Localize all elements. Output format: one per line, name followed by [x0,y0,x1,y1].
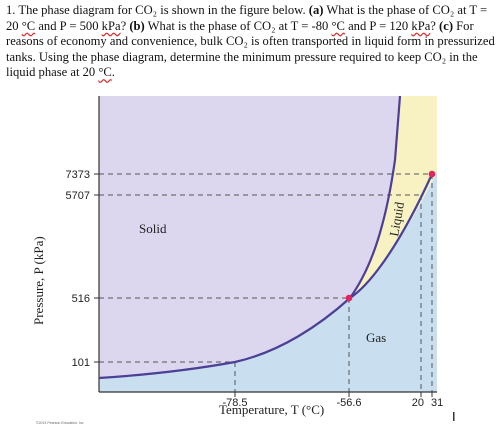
part-c-label: (c) [439,18,454,33]
critical-point-marker [428,170,436,178]
tick-labels: 101 516 5707 7373 -78.5 -56.6 20 31 [66,169,444,409]
part-b-label: (b) [129,18,145,33]
x-tick-label: -78.5 [222,397,247,409]
part-c-end: . [111,65,115,80]
melting-curve [349,95,402,299]
part-a-unit: °C [21,18,36,33]
y-tick-label: 516 [72,293,90,305]
y-tick-label: 101 [72,357,90,369]
triple-point-marker [345,294,353,302]
x-tick-label: 20 [412,397,424,409]
gas-region [99,172,437,392]
liquid-label: Liquid [386,200,407,237]
part-a-text-2: and P = 500 [38,18,99,33]
y-tick-label: 7373 [66,169,90,181]
question-intro: The phase diagram for CO₂ is shown in th… [18,3,306,17]
question-number: 1. [6,3,16,17]
part-b-unit-2: kPa [411,18,431,33]
part-b-text-2: and P = 120 [348,18,409,33]
y-tick-label: 5707 [66,190,90,202]
part-b-unit: °C [331,18,345,33]
solid-label: Solid [139,221,167,236]
vaporization-curve [349,173,434,299]
x-tick-label: -56.6 [336,397,361,409]
y-axis-title: Pressure, P (kPa) [31,236,46,325]
question-text: 1. The phase diagram for CO₂ is shown in… [6,3,496,81]
part-b-text: What is the phase of CO₂ at T = -80 [147,18,329,33]
gas-label: Gas [366,330,386,345]
x-tick-label: 31 [431,397,443,409]
part-a-end: ? [120,18,127,33]
sublimation-curve [98,297,351,380]
x-axis-title: Temperature, T (°C) [219,402,324,417]
credit-text: ©2013 Pearson Education, Inc [36,421,84,425]
part-a-label: (a) [308,3,324,17]
part-b-end: ? [430,18,436,33]
key-points [345,170,436,302]
part-a-text: What is the phase of CO₂ at T = 20 [6,3,488,33]
dashed-guides [99,173,433,392]
part-c-unit: °C [98,65,112,80]
text-cursor: I [452,409,456,424]
part-c-text: For reasons of economy and convenience, … [6,18,495,80]
solid-region [99,96,400,378]
liquid-region [350,96,437,298]
part-a-unit-2: kPa [101,18,121,33]
